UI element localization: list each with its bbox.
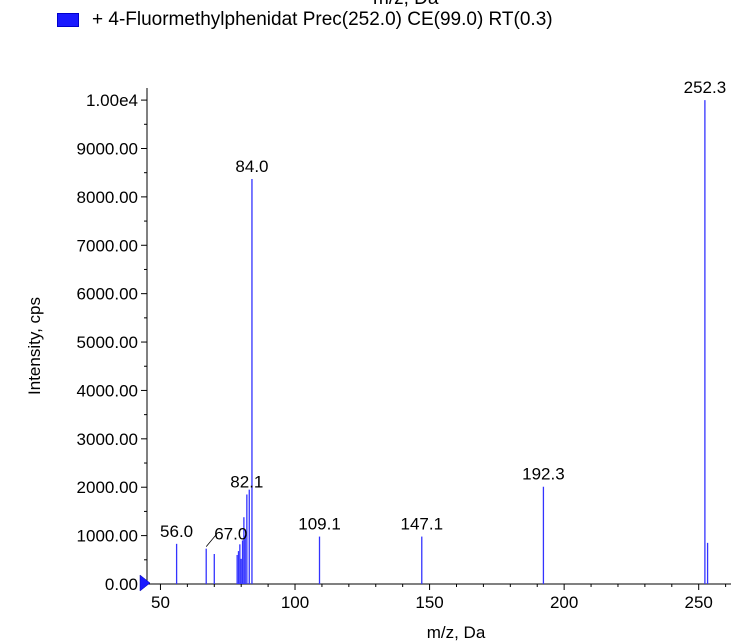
peak-label: 192.3 xyxy=(522,465,565,484)
y-tick-label: 9000.00 xyxy=(77,139,138,158)
x-tick-label: 100 xyxy=(281,593,309,612)
x-tick-label: 150 xyxy=(415,593,443,612)
legend-swatch xyxy=(57,13,79,27)
peaks xyxy=(175,100,709,584)
peak-label: 82.1 xyxy=(230,472,263,491)
y-tick-label: 6000.00 xyxy=(77,285,138,304)
legend: + 4-Fluormethylphenidat Prec(252.0) CE(9… xyxy=(57,8,553,32)
y-tick-label: 4000.00 xyxy=(77,381,138,400)
x-tick-label: 200 xyxy=(550,593,578,612)
peak-label: 56.0 xyxy=(160,522,193,541)
y-tick-label: 1.00e4 xyxy=(86,91,138,110)
y-axis-title: Intensity, cps xyxy=(25,297,44,395)
x-tick-label: 50 xyxy=(151,593,170,612)
peak-label: 67.0 xyxy=(214,525,247,544)
y-tick-label: 8000.00 xyxy=(77,188,138,207)
peak-label: 252.3 xyxy=(684,78,727,97)
top-clipped-axis-title: m/z, Da xyxy=(373,0,438,10)
y-tick-label: 3000.00 xyxy=(77,430,138,449)
peak-labels: 56.0 67.0 82.1 84.0 109.1 147.1 192.3 252.3 xyxy=(160,78,726,547)
peak-label-leader xyxy=(205,534,217,547)
x-axis-title: m/z, Da xyxy=(427,623,486,641)
y-tick-label: 0.00 xyxy=(105,575,138,594)
legend-label: + 4-Fluormethylphenidat Prec(252.0) CE(9… xyxy=(92,9,553,30)
y-tick-label: 7000.00 xyxy=(77,236,138,255)
axes: 0.00 1000.00 2000.00 3000.00 4000.00 5000.00 6… xyxy=(25,88,731,641)
origin-marker-icon xyxy=(139,574,151,592)
y-tick-label: 1000.00 xyxy=(77,527,138,546)
peak-label: 84.0 xyxy=(235,157,268,176)
y-tick-label: 2000.00 xyxy=(77,478,138,497)
y-tick-label: 5000.00 xyxy=(77,333,138,352)
peak-label: 147.1 xyxy=(401,515,444,534)
peak-label: 109.1 xyxy=(298,515,341,534)
x-tick-label: 250 xyxy=(685,593,713,612)
